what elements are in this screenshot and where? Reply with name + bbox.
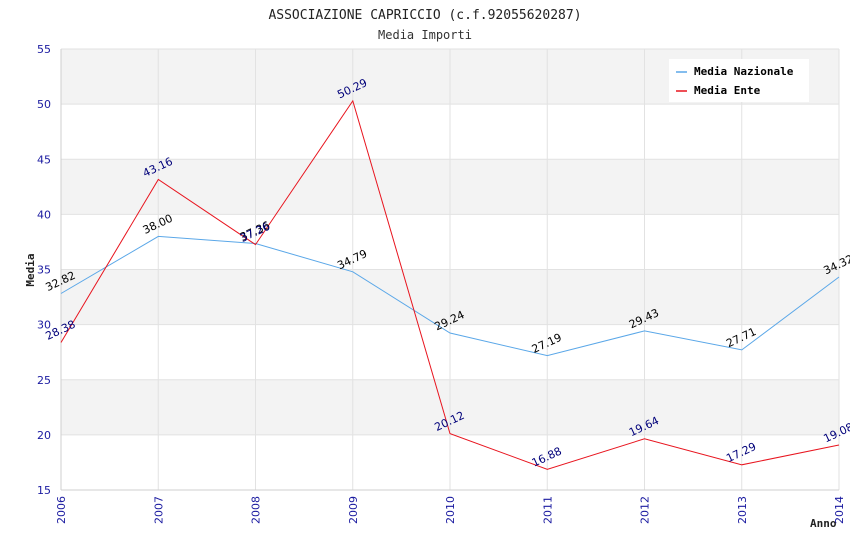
x-tick-label: 2010	[444, 496, 457, 524]
x-tick-label: 2007	[152, 496, 165, 524]
series-line-media-ente	[60, 99, 840, 470]
y-tick-label: 40	[37, 208, 51, 221]
series-group	[60, 99, 840, 470]
x-tick-label: 2006	[55, 496, 68, 524]
x-tick-label: 2008	[250, 496, 263, 524]
legend: Media Nazionale Media Ente	[669, 59, 809, 102]
y-tick-label: 50	[37, 98, 51, 111]
y-axis-ticks: 15 20 25 30 35 40 45 50 55	[37, 43, 51, 497]
axes	[60, 49, 839, 491]
x-tick-label: 2011	[541, 496, 554, 524]
x-axis-ticks: 2006 2007 2008 2009 2010 2011 2012 2013 2014	[55, 496, 846, 524]
x-tick-label: 2009	[347, 496, 360, 524]
y-tick-label: 55	[37, 43, 51, 56]
y-tick-label: 20	[37, 429, 51, 442]
x-tick-label: 2014	[833, 496, 846, 524]
x-tick-label: 2012	[639, 496, 652, 524]
x-axis-label: Anno	[810, 517, 837, 530]
y-tick-label: 35	[37, 264, 51, 277]
legend-label-media-nazionale: Media Nazionale	[694, 65, 794, 78]
y-tick-label: 25	[37, 374, 51, 387]
legend-box	[669, 59, 809, 102]
chart-subtitle: Media Importi	[378, 28, 472, 42]
chart-title: ASSOCIAZIONE CAPRICCIO (c.f.92055620287)	[268, 8, 581, 23]
y-axis-label: Media	[24, 253, 37, 286]
legend-label-media-ente: Media Ente	[694, 84, 761, 97]
series-line-media-nazionale	[60, 235, 840, 357]
x-tick-label: 2013	[736, 496, 749, 524]
y-tick-label: 30	[37, 319, 51, 332]
y-tick-label: 15	[37, 484, 51, 497]
y-tick-label: 45	[37, 153, 51, 166]
